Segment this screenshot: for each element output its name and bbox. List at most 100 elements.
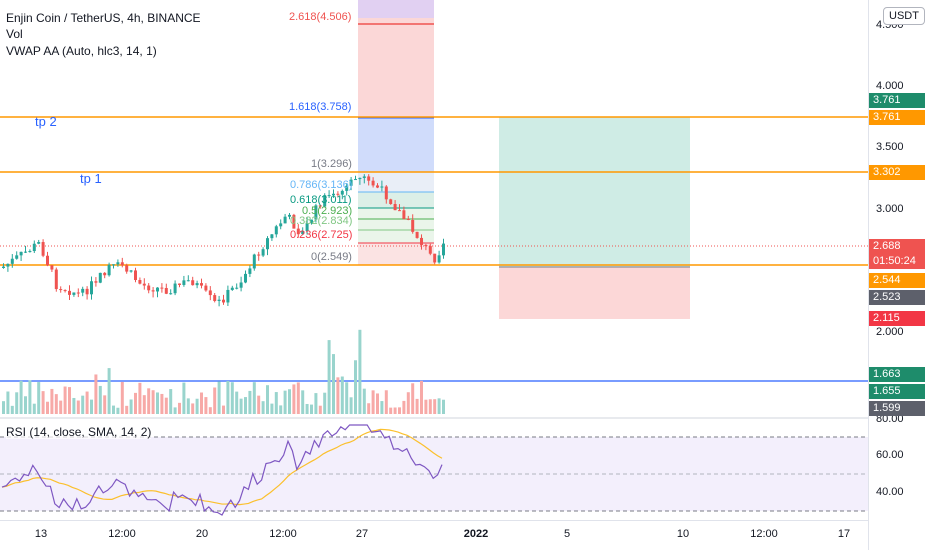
price-box-support: 2.544 — [869, 273, 925, 288]
volume-bar — [138, 382, 142, 414]
volume-bar — [230, 382, 234, 414]
volume-bar — [235, 391, 239, 414]
candle-body — [191, 280, 195, 286]
volume-bar — [345, 382, 349, 414]
volume-bar — [257, 395, 261, 414]
price-box-last: 2.688 — [869, 239, 925, 254]
time-label-5: 5 — [563, 528, 571, 540]
volume-bar — [151, 390, 155, 414]
volume-bar — [314, 393, 318, 414]
volume-bar — [288, 389, 291, 414]
candle-body — [301, 230, 305, 235]
volume-bar — [164, 397, 168, 414]
rsi-scale-40: 40.00 — [876, 486, 904, 498]
scale-divider — [868, 0, 869, 550]
candle-body — [6, 263, 10, 267]
volume-bar — [178, 402, 181, 414]
candle-body — [261, 249, 265, 256]
volume-bar — [90, 399, 93, 414]
volume-bar — [442, 399, 445, 414]
candle-body — [332, 193, 335, 196]
fib-label-0236: 0.236(2.725) — [290, 229, 353, 241]
volume-bar — [103, 395, 107, 414]
candle-body — [112, 264, 115, 266]
volume-bar — [81, 395, 85, 414]
volume-bar — [116, 407, 120, 414]
time-label-2022: 2022 — [463, 528, 489, 540]
volume-bar — [195, 398, 199, 414]
stop-zone[interactable] — [499, 267, 690, 319]
price-box-vol-a: 1.663 — [869, 367, 925, 382]
volume-bar — [420, 380, 423, 414]
volume-bar — [226, 380, 230, 414]
time-label-27: 27 — [355, 528, 369, 540]
candle-body — [266, 238, 269, 250]
legend-symbol[interactable]: Enjin Coin / TetherUS, 4h, BINANCE — [6, 11, 201, 25]
candle-body — [270, 234, 274, 239]
time-label-17: 17 — [837, 528, 851, 540]
target-zone[interactable] — [499, 117, 690, 267]
candle-body — [32, 243, 36, 252]
candle-body — [314, 205, 318, 220]
volume-bar — [6, 391, 10, 414]
time-label-1200-c: 12:00 — [750, 528, 778, 540]
candle-body — [178, 283, 181, 285]
candle-body — [323, 195, 327, 207]
volume-bar — [147, 388, 151, 414]
fib-label-0618: 0.618(3.011) — [290, 194, 352, 206]
candle-body — [354, 179, 357, 181]
volume-bar — [340, 376, 344, 414]
volume-bar — [424, 399, 428, 414]
candle-body — [37, 242, 41, 244]
volume-bar — [279, 405, 283, 414]
volume-bar — [37, 382, 41, 414]
chart-canvas[interactable] — [0, 0, 868, 520]
candle-body — [248, 268, 252, 274]
volume-bar — [239, 398, 243, 414]
candle-body — [345, 185, 349, 191]
candle-body — [41, 242, 45, 256]
rsi-legend[interactable]: RSI (14, close, SMA, 14, 2) — [6, 425, 152, 439]
candle-body — [310, 219, 313, 224]
candle-body — [336, 193, 340, 195]
volume-bar — [191, 403, 195, 414]
tp2-label[interactable]: tp 2 — [35, 114, 57, 129]
candle-body — [173, 283, 177, 294]
candle-body — [129, 270, 133, 272]
candle-body — [68, 290, 71, 295]
candle-body — [164, 287, 168, 294]
candle-body — [349, 179, 353, 186]
volume-bar — [98, 385, 102, 414]
candle-body — [406, 218, 410, 220]
candle-body — [222, 299, 225, 303]
candles — [2, 174, 445, 307]
fib-label-2618: 2.618(4.506) — [289, 11, 352, 23]
candle-body — [415, 231, 419, 238]
volume-bar — [380, 401, 384, 414]
fib-band-1-1618 — [358, 118, 434, 172]
volume-bar — [160, 393, 164, 414]
currency-button[interactable]: USDT — [883, 7, 925, 25]
volume-bar — [248, 390, 252, 414]
volume-bar — [68, 387, 71, 414]
candle-body — [389, 199, 393, 205]
time-label-20: 20 — [195, 528, 209, 540]
price-box-entry: 2.523 — [869, 290, 925, 305]
chart-area[interactable]: Enjin Coin / TetherUS, 4h, BINANCE Vol V… — [0, 0, 868, 520]
candle-body — [85, 288, 89, 295]
candle-body — [72, 292, 76, 295]
volume-bar — [63, 386, 67, 414]
volume-bar — [46, 401, 49, 414]
volume-bar — [327, 340, 331, 414]
candle-body — [402, 210, 406, 219]
candle-body — [380, 186, 384, 188]
volume-bar — [310, 404, 313, 414]
volume-bar — [200, 392, 203, 414]
legend-vwap[interactable]: VWAP AA (Auto, hlc3, 14, 1) — [6, 44, 157, 58]
candle-body — [274, 226, 278, 235]
candle-body — [437, 255, 441, 263]
fib-band-1618-2618 — [358, 18, 434, 118]
tp1-label[interactable]: tp 1 — [80, 171, 102, 186]
legend-vol[interactable]: Vol — [6, 27, 23, 41]
candle-body — [195, 283, 199, 286]
